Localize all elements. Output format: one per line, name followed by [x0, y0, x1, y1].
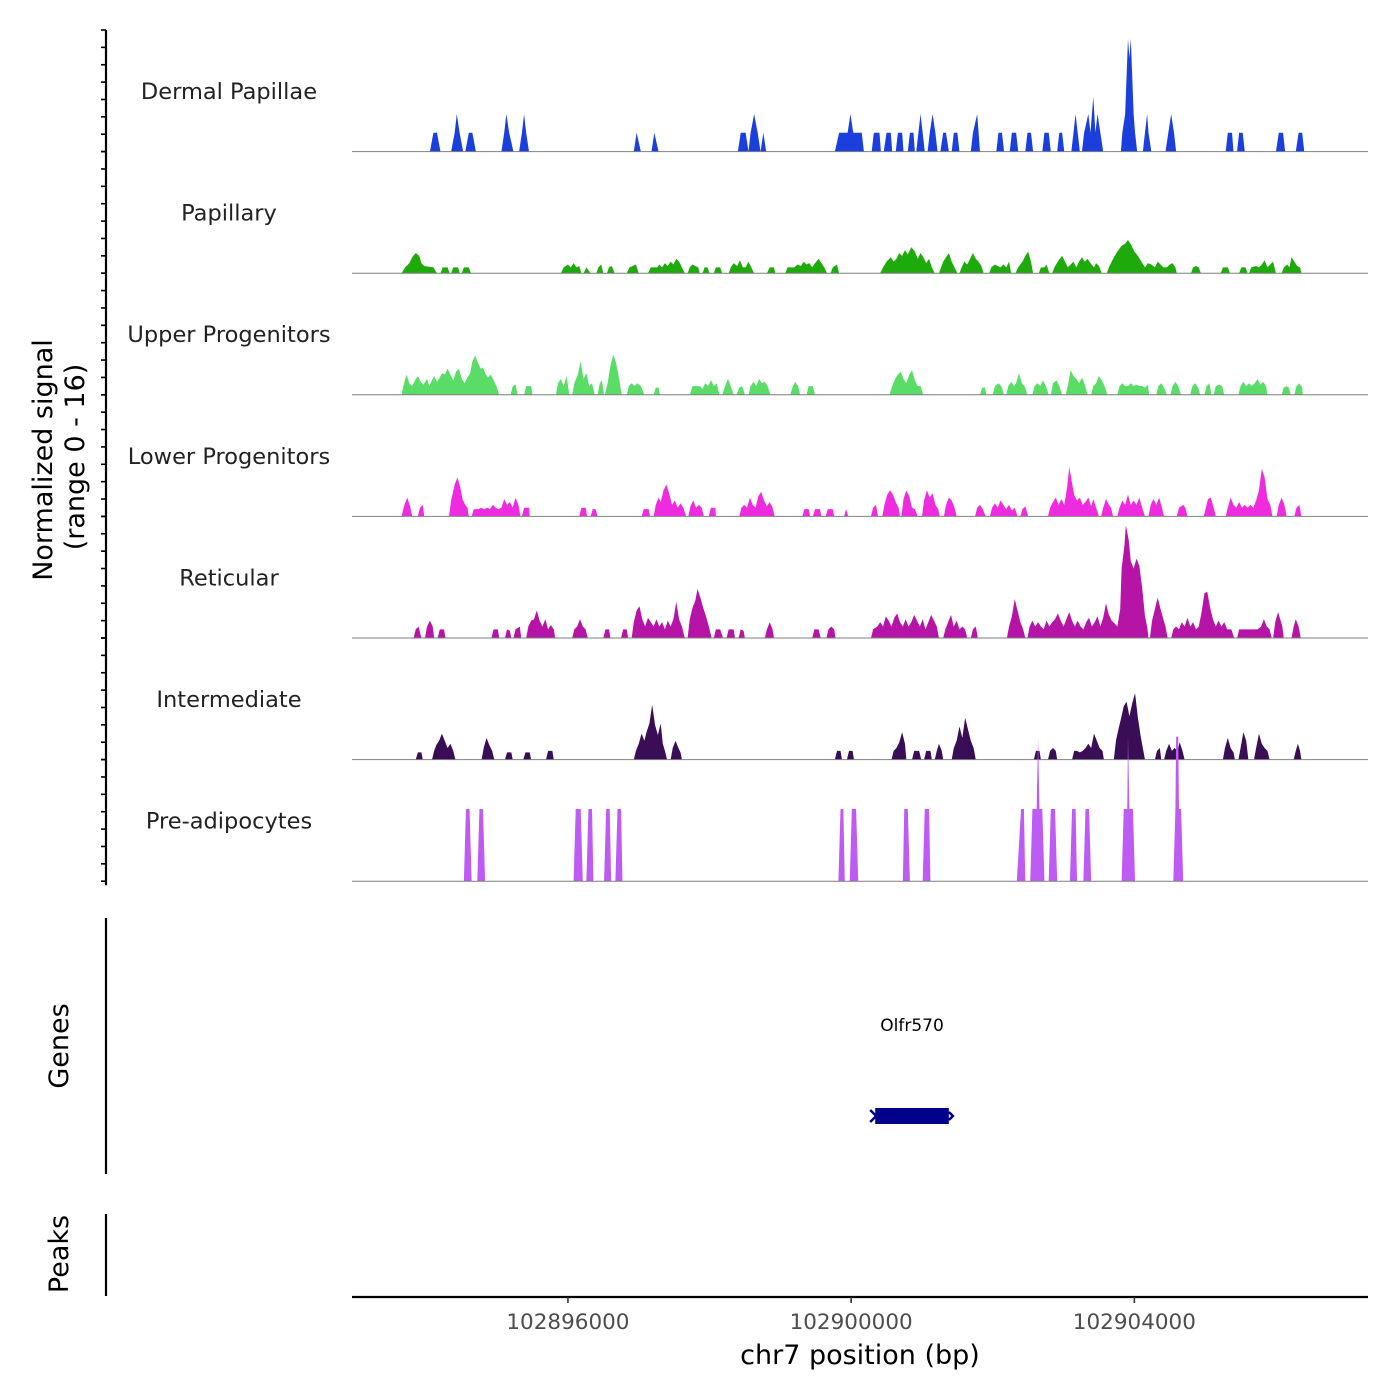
position-tick-label: 102900000	[790, 1310, 913, 1335]
track-upper-progenitors: Upper Progenitors	[127, 322, 1368, 396]
peaks-panel-label: Peaks	[44, 1215, 75, 1293]
track-label-reticular: Reticular	[179, 565, 279, 591]
coverage-tracks: Dermal Papillae Papillary Upper Progenitor…	[127, 38, 1368, 882]
track-label-pre-adipocytes: Pre-adipocytes	[146, 809, 312, 835]
track-reticular: Reticular	[179, 525, 1368, 639]
track-pre-adipocytes: Pre-adipocytes	[146, 736, 1368, 882]
gene-strand-arrow-end-olfr570	[948, 1111, 955, 1121]
coverage-area-intermediate	[415, 693, 1302, 760]
y-axis-label-line1: Normalized signal	[28, 339, 59, 581]
coverage-area-upper-progenitors	[401, 354, 1303, 395]
track-label-intermediate: Intermediate	[156, 687, 301, 713]
x-axis-label: chr7 position (bp)	[740, 1340, 980, 1371]
track-label-dermal-papillae: Dermal Papillae	[141, 79, 317, 105]
track-label-papillary: Papillary	[181, 201, 277, 227]
position-tick-label: 102904000	[1073, 1310, 1196, 1335]
signal-axis	[101, 29, 108, 886]
track-papillary: Papillary	[181, 201, 1368, 274]
track-dermal-papillae: Dermal Papillae	[141, 38, 1368, 153]
position-tick-label: 102896000	[506, 1310, 629, 1335]
gene-label-olfr570: Olfr570	[880, 1016, 944, 1036]
gene-olfr570: Olfr570	[869, 1016, 955, 1124]
y-axis-label-line2: (range 0 - 16)	[60, 364, 91, 551]
track-label-lower-progenitors: Lower Progenitors	[128, 444, 330, 470]
genes-panel: Olfr570	[104, 918, 955, 1174]
coverage-area-dermal-papillae	[429, 38, 1305, 152]
coverage-area-papillary	[401, 239, 1302, 274]
coverage-area-pre-adipocytes	[463, 736, 1184, 882]
coverage-area-lower-progenitors	[401, 467, 1302, 517]
track-lower-progenitors: Lower Progenitors	[128, 444, 1368, 517]
track-intermediate: Intermediate	[156, 687, 1368, 761]
gene-body-olfr570	[875, 1108, 949, 1124]
genes-panel-label: Genes	[44, 1003, 75, 1088]
coverage-area-reticular	[413, 525, 1301, 638]
track-label-upper-progenitors: Upper Progenitors	[127, 322, 330, 348]
position-axis: 102896000 102900000 102904000	[352, 1295, 1368, 1335]
gene-strand-arrow-olfr570	[869, 1109, 878, 1123]
